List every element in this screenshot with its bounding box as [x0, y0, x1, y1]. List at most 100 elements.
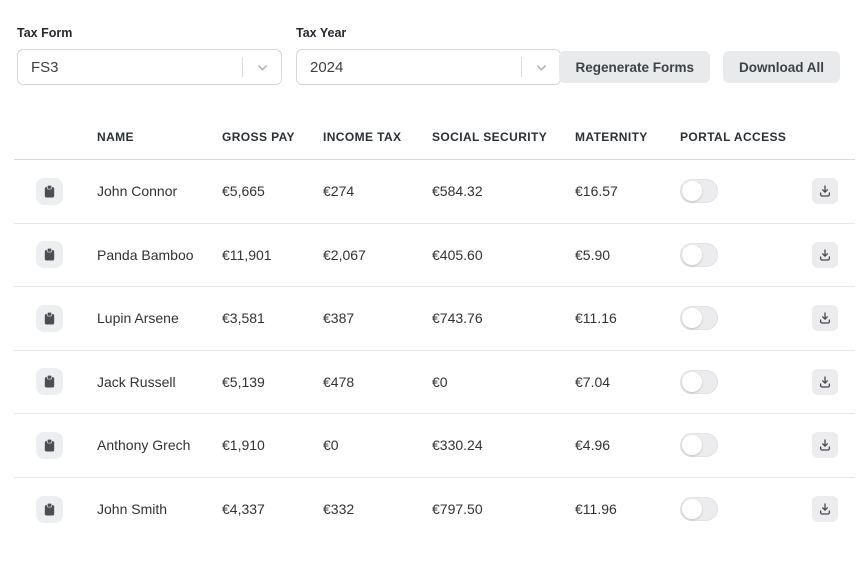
- row-icon-cell: [14, 431, 97, 459]
- download-icon: [818, 184, 832, 198]
- cell-name: Panda Bamboo: [97, 246, 194, 263]
- cell-gross-pay: €4,337: [222, 501, 265, 518]
- download-icon: [818, 311, 832, 325]
- row-icon-cell: [14, 177, 97, 205]
- download-row-button[interactable]: [812, 305, 838, 332]
- download-icon: [818, 502, 832, 516]
- cell-maternity: €7.04: [575, 373, 611, 390]
- toggle-knob: [682, 181, 702, 202]
- row-icon-cell: [14, 241, 97, 269]
- toggle-knob: [682, 435, 702, 456]
- regenerate-forms-button[interactable]: Regenerate Forms: [559, 51, 710, 83]
- toggle-knob: [682, 499, 702, 520]
- cell-social-security: €0: [432, 373, 448, 390]
- cell-gross-pay: €5,139: [222, 373, 265, 390]
- cell-portal-access: [680, 497, 798, 522]
- portal-access-toggle[interactable]: [680, 369, 718, 394]
- cell-income-tax: €2,067: [323, 246, 366, 263]
- top-actions: Regenerate Forms Download All: [559, 51, 840, 83]
- chevron-down-icon[interactable]: [243, 60, 281, 75]
- cell-download: [798, 496, 855, 523]
- toggle-knob: [682, 308, 702, 329]
- row-icon-cell: [14, 495, 97, 523]
- column-header-social-security: SOCIAL SECURITY: [432, 129, 548, 144]
- cell-income-tax: €0: [323, 437, 339, 454]
- clipboard-button[interactable]: [36, 495, 63, 523]
- clipboard-icon: [42, 247, 57, 262]
- portal-access-toggle[interactable]: [680, 497, 718, 522]
- portal-access-toggle[interactable]: [680, 306, 718, 331]
- cell-portal-access: [680, 179, 798, 204]
- filter-bar: Tax Form FS3 Tax Year 2024 Regenerate Fo…: [0, 0, 866, 100]
- cell-download: [798, 178, 855, 205]
- clipboard-button[interactable]: [36, 177, 63, 205]
- chevron-down-icon[interactable]: [522, 60, 560, 75]
- table-row: Panda Bamboo €11,901 €2,067 €405.60 €5.9…: [14, 223, 855, 287]
- cell-name: Lupin Arsene: [97, 310, 179, 327]
- table-row: Anthony Grech €1,910 €0 €330.24 €4.96: [14, 414, 855, 478]
- cell-social-security: €405.60: [432, 246, 483, 263]
- cell-portal-access: [680, 306, 798, 331]
- cell-social-security: €584.32: [432, 183, 483, 200]
- tax-form-group: Tax Form FS3: [17, 26, 282, 85]
- clipboard-button[interactable]: [36, 431, 63, 459]
- tax-form-select[interactable]: FS3: [17, 49, 282, 85]
- tax-forms-table: NAME GROSS PAY INCOME TAX SOCIAL SECURIT…: [14, 114, 855, 541]
- toggle-knob: [682, 244, 702, 265]
- download-row-button[interactable]: [812, 432, 838, 459]
- cell-maternity: €11.96: [575, 501, 617, 518]
- cell-download: [798, 432, 855, 459]
- row-icon-cell: [14, 304, 97, 332]
- download-all-button[interactable]: Download All: [723, 51, 840, 83]
- cell-gross-pay: €5,665: [222, 183, 265, 200]
- download-row-button[interactable]: [812, 241, 838, 268]
- select-divider: [242, 57, 243, 77]
- cell-maternity: €16.57: [575, 183, 618, 200]
- cell-income-tax: €332: [323, 501, 355, 518]
- cell-maternity: €5.90: [575, 246, 611, 263]
- clipboard-icon: [42, 184, 57, 199]
- cell-download: [798, 368, 855, 395]
- row-icon-cell: [14, 368, 97, 396]
- cell-social-security: €743.76: [432, 310, 483, 327]
- cell-social-security: €330.24: [432, 437, 483, 454]
- download-row-button[interactable]: [812, 496, 838, 523]
- download-icon: [818, 375, 832, 389]
- column-header-income-tax: INCOME TAX: [323, 129, 402, 144]
- clipboard-button[interactable]: [36, 304, 63, 332]
- portal-access-toggle[interactable]: [680, 179, 718, 204]
- table-header-row: NAME GROSS PAY INCOME TAX SOCIAL SECURIT…: [14, 114, 855, 160]
- download-row-button[interactable]: [812, 368, 838, 395]
- cell-gross-pay: €1,910: [222, 437, 265, 454]
- portal-access-toggle[interactable]: [680, 433, 718, 458]
- tax-form-label: Tax Form: [17, 26, 73, 40]
- portal-access-toggle[interactable]: [680, 242, 718, 267]
- cell-income-tax: €387: [323, 310, 355, 327]
- select-divider: [521, 57, 522, 77]
- cell-download: [798, 241, 855, 268]
- download-row-button[interactable]: [812, 178, 838, 205]
- clipboard-button[interactable]: [36, 241, 63, 269]
- download-icon: [818, 248, 832, 262]
- clipboard-icon: [42, 311, 57, 326]
- table-row: John Smith €4,337 €332 €797.50 €11.96: [14, 477, 855, 541]
- cell-maternity: €11.16: [575, 310, 617, 327]
- cell-name: Jack Russell: [97, 373, 176, 390]
- tax-year-label: Tax Year: [296, 26, 347, 40]
- cell-gross-pay: €3,581: [222, 310, 265, 327]
- column-header-gross-pay: GROSS PAY: [222, 129, 295, 144]
- cell-name: John Connor: [97, 183, 178, 200]
- tax-year-value: 2024: [310, 58, 344, 76]
- table-row: John Connor €5,665 €274 €584.32 €16.57: [14, 160, 855, 224]
- cell-income-tax: €274: [323, 183, 355, 200]
- download-icon: [818, 438, 832, 452]
- cell-name: Anthony Grech: [97, 437, 191, 454]
- cell-maternity: €4.96: [575, 437, 611, 454]
- tax-year-select[interactable]: 2024: [296, 49, 561, 85]
- cell-name: John Smith: [97, 501, 168, 518]
- clipboard-button[interactable]: [36, 368, 63, 396]
- cell-portal-access: [680, 369, 798, 394]
- cell-download: [798, 305, 855, 332]
- column-header-maternity: MATERNITY: [575, 129, 648, 144]
- table-row: Lupin Arsene €3,581 €387 €743.76 €11.16: [14, 287, 855, 351]
